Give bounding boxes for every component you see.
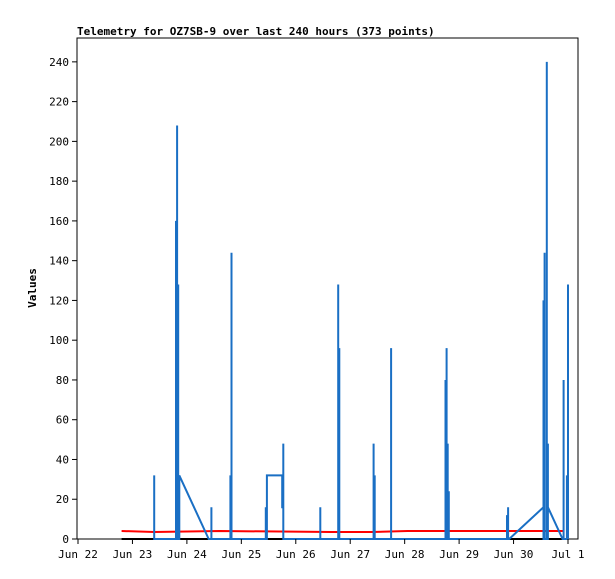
x-tick-label: Jun 26 — [276, 548, 316, 561]
x-tick-label: Jun 30 — [494, 548, 534, 561]
x-tick-label: Jun 23 — [113, 548, 153, 561]
y-tick-label: 160 — [49, 215, 69, 228]
chart-title: Telemetry for OZ7SB-9 over last 240 hour… — [77, 25, 435, 38]
y-tick-label: 40 — [56, 453, 69, 466]
plot-frame — [76, 37, 579, 540]
y-tick-label: 240 — [49, 56, 69, 69]
x-tick-label: Jun 28 — [385, 548, 425, 561]
series-layer — [121, 61, 569, 540]
y-tick-label: 200 — [49, 135, 69, 148]
y-tick-label: 80 — [56, 374, 69, 387]
y-tick-label: 60 — [56, 414, 69, 427]
y-axis-label: Values — [26, 268, 39, 308]
axis-layer: 0 20 40 60 80 100 120 140 160 180 200 220 240 Jun 22 J… — [49, 56, 584, 561]
series-line-1 — [121, 529, 565, 534]
y-tick-label: 100 — [49, 334, 69, 347]
y-tick-label: 140 — [49, 255, 69, 268]
y-tick-label: 0 — [62, 533, 69, 546]
x-tick-label: Jun 24 — [167, 548, 207, 561]
y-tick-label: 180 — [49, 175, 69, 188]
series-line-2 — [153, 61, 569, 540]
x-tick-label: Jun 29 — [439, 548, 479, 561]
x-tick-label: Jun 27 — [330, 548, 370, 561]
x-tick-label: Jun 25 — [221, 548, 261, 561]
y-tick-label: 220 — [49, 96, 69, 109]
x-tick-label: Jun 22 — [58, 548, 98, 561]
y-tick-label: 120 — [49, 294, 69, 307]
y-tick-label: 20 — [56, 493, 69, 506]
x-tick-label: Jul 1 — [551, 548, 584, 561]
